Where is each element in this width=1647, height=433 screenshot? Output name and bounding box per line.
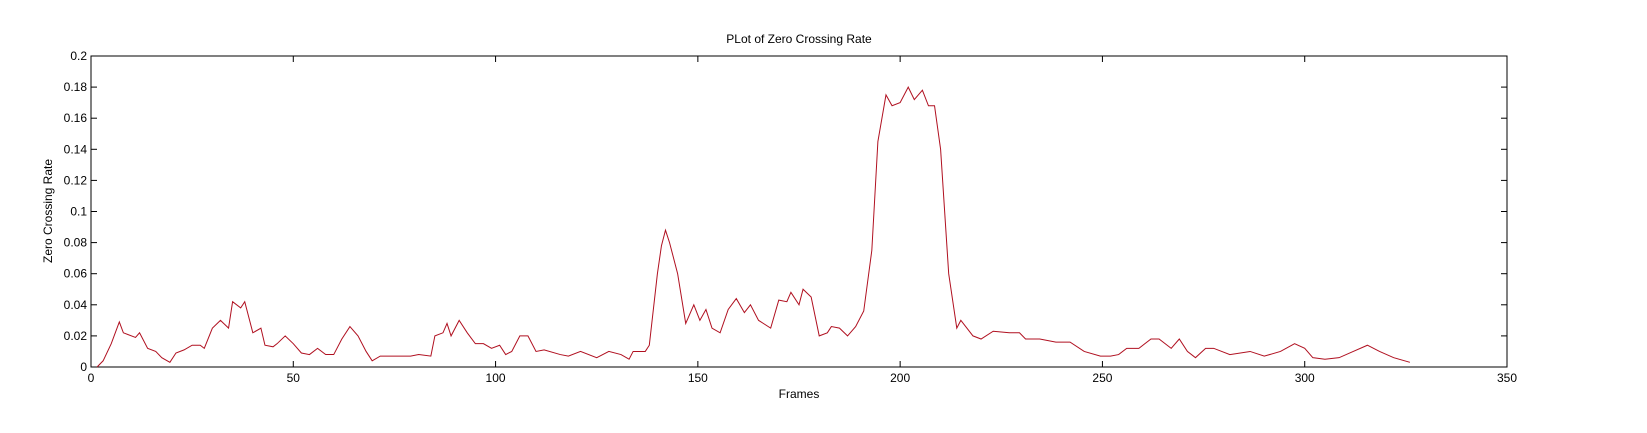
y-tick-label: 0.06 [64, 267, 88, 281]
y-tick-label: 0.16 [64, 111, 88, 125]
y-tick-label: 0.14 [64, 142, 88, 156]
y-tick-label: 0.12 [64, 173, 88, 187]
x-tick-label: 150 [688, 371, 708, 385]
x-tick-label: 250 [1092, 371, 1112, 385]
y-tick-label: 0.1 [70, 205, 87, 219]
x-tick-label: 300 [1295, 371, 1315, 385]
y-tick-label: 0.18 [64, 80, 88, 94]
x-axis-label: Frames [779, 387, 820, 401]
chart-title: PLot of Zero Crossing Rate [726, 32, 872, 46]
y-tick-label: 0 [80, 360, 87, 374]
data-line [96, 85, 1411, 368]
x-tick-label: 50 [287, 371, 301, 385]
plot-box [90, 55, 1508, 368]
x-tick-label: 100 [486, 371, 506, 385]
y-axis-label: Zero Crossing Rate [41, 159, 55, 263]
x-tick-label: 200 [890, 371, 910, 385]
y-tick-label: 0.2 [70, 49, 87, 63]
y-tick-label: 0.02 [64, 329, 88, 343]
y-tick-label: 0.08 [64, 236, 88, 250]
x-tick-label: 350 [1497, 371, 1517, 385]
y-tick-label: 0.04 [64, 298, 88, 312]
x-tick-label: 0 [88, 371, 95, 385]
